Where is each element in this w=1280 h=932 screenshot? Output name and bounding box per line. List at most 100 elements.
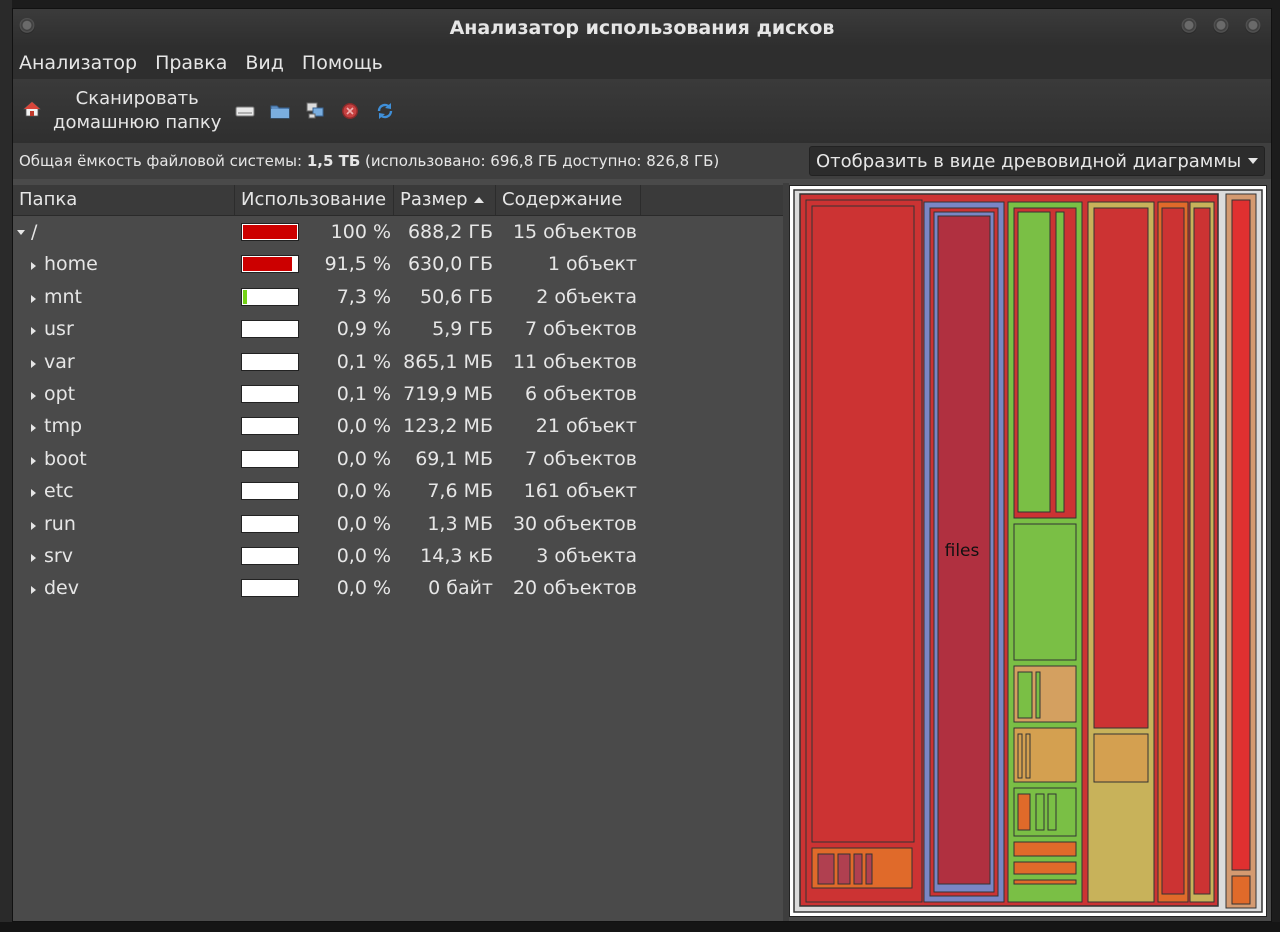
folder-name: dev <box>44 577 79 600</box>
table-row[interactable]: srv 0,0 % 14,3 кБ 3 объекта <box>13 541 783 573</box>
menu-view[interactable]: Вид <box>245 52 284 74</box>
table-row[interactable]: usr 0,9 % 5,9 ГБ 7 объектов <box>13 314 783 346</box>
folder-name: tmp <box>44 415 83 438</box>
usage-percent: 0,0 % <box>336 447 391 470</box>
column-header-size[interactable]: Размер <box>394 185 496 215</box>
expander-collapsed-icon[interactable] <box>31 586 36 595</box>
expander-collapsed-icon[interactable] <box>31 424 36 433</box>
table-row[interactable]: dev 0,0 % 0 байт 20 объектов <box>13 573 783 605</box>
folder-contents: 6 объектов <box>525 383 637 405</box>
disk-usage-analyzer-window: Анализатор использования дисков Анализат… <box>12 8 1272 922</box>
folder-size: 7,6 МБ <box>427 480 493 503</box>
usage-bar <box>241 579 299 598</box>
menu-edit[interactable]: Правка <box>155 52 228 74</box>
folder-size: 14,3 кБ <box>420 545 493 567</box>
maximize-button[interactable] <box>1213 18 1229 34</box>
folder-size: 630,0 ГБ <box>407 253 493 276</box>
folder-name: srv <box>44 545 73 567</box>
usage-percent: 0,9 % <box>336 318 391 341</box>
stop-icon[interactable] <box>339 100 361 122</box>
folder-name: home <box>44 253 98 276</box>
usage-bar <box>241 514 299 533</box>
folder-name: boot <box>44 447 87 470</box>
table-row[interactable]: etc 0,0 % 7,6 МБ 161 объект <box>13 476 783 508</box>
table-row[interactable]: run 0,0 % 1,3 МБ 30 объектов <box>13 509 783 541</box>
folder-name: var <box>44 350 75 373</box>
usage-percent: 91,5 % <box>324 253 391 276</box>
filesystem-capacity-text: Общая ёмкость файловой системы: 1,5 ТБ (… <box>19 152 720 170</box>
table-row[interactable]: mnt 7,3 % 50,6 ГБ 2 объекта <box>13 282 783 314</box>
usage-percent: 7,3 % <box>336 285 391 308</box>
folder-contents: 3 объекта <box>536 545 637 567</box>
close-button[interactable] <box>1245 18 1261 34</box>
view-mode-value: Отобразить в виде древовидной диаграммы <box>816 150 1242 172</box>
folder-size: 1,3 МБ <box>427 512 493 535</box>
window-title: Анализатор использования дисков <box>449 17 835 39</box>
expander-collapsed-icon[interactable] <box>31 554 36 562</box>
folder-contents: 20 объектов <box>512 577 637 600</box>
folder-contents: 15 объектов <box>512 221 637 243</box>
refresh-icon[interactable] <box>374 100 396 122</box>
menu-help[interactable]: Помощь <box>301 52 383 74</box>
main-content: Папка Использование Размер Содержание / 1… <box>13 183 1271 921</box>
folder-size: 0 байт <box>428 577 493 600</box>
menubar: Анализатор Правка Вид Помощь <box>13 47 1271 79</box>
folder-contents: 2 объекта <box>536 285 637 308</box>
folder-size: 865,1 МБ <box>403 350 493 373</box>
expander-collapsed-icon[interactable] <box>31 489 36 498</box>
expander-collapsed-icon[interactable] <box>31 456 36 465</box>
usage-percent: 0,0 % <box>336 512 391 535</box>
usage-bar-fill <box>243 225 297 239</box>
folder-size: 50,6 ГБ <box>420 285 493 308</box>
view-mode-select[interactable]: Отобразить в виде древовидной диаграммы <box>809 146 1265 176</box>
folder-size: 688,2 ГБ <box>407 221 493 243</box>
drive-icon[interactable] <box>234 100 256 122</box>
folder-icon[interactable] <box>269 100 291 122</box>
treemap-chart[interactable]: files <box>790 186 1266 916</box>
usage-percent: 0,1 % <box>336 383 391 405</box>
table-row[interactable]: / 100 % 688,2 ГБ 15 объектов <box>13 217 783 249</box>
treemap-pane[interactable]: files <box>789 185 1267 917</box>
toolbar: Сканировать домашнюю папку <box>13 79 1271 143</box>
usage-bar <box>241 287 299 306</box>
expander-collapsed-icon[interactable] <box>31 262 36 271</box>
usage-bar <box>241 223 299 241</box>
column-header-folder[interactable]: Папка <box>13 185 235 215</box>
sort-ascending-icon <box>473 197 484 203</box>
folder-contents: 161 объект <box>523 480 637 503</box>
folder-name: usr <box>44 318 74 341</box>
scan-home-button[interactable]: Сканировать домашнюю папку <box>22 87 221 135</box>
expander-collapsed-icon[interactable] <box>31 327 36 336</box>
minimize-button[interactable] <box>1181 18 1197 34</box>
treemap-node[interactable] <box>811 205 915 843</box>
expander-collapsed-icon[interactable] <box>31 359 36 368</box>
folder-contents: 1 объект <box>547 253 637 276</box>
pane-splitter[interactable] <box>783 183 789 921</box>
window-menu-button[interactable] <box>19 18 35 34</box>
expander-collapsed-icon[interactable] <box>31 392 36 400</box>
background-window-edge <box>0 0 12 932</box>
folder-contents: 30 объектов <box>512 512 637 535</box>
usage-bar <box>241 449 299 468</box>
folder-contents: 11 объектов <box>512 350 637 373</box>
folder-contents: 21 объект <box>535 415 637 438</box>
menu-analyzer[interactable]: Анализатор <box>19 52 138 74</box>
table-row[interactable]: tmp 0,0 % 123,2 МБ 21 объект <box>13 411 783 443</box>
column-header-usage[interactable]: Использование <box>235 185 394 215</box>
table-row[interactable]: boot 0,0 % 69,1 МБ 7 объектов <box>13 444 783 476</box>
folder-size: 69,1 МБ <box>415 447 493 470</box>
usage-bar <box>241 320 299 339</box>
table-row[interactable]: home 91,5 % 630,0 ГБ 1 объект <box>13 249 783 281</box>
folder-name: mnt <box>44 285 82 308</box>
expander-collapsed-icon[interactable] <box>31 521 36 530</box>
table-row[interactable]: opt 0,1 % 719,9 МБ 6 объектов <box>13 379 783 411</box>
usage-bar <box>241 547 299 565</box>
usage-bar <box>241 352 299 371</box>
table-row[interactable]: var 0,1 % 865,1 МБ 11 объектов <box>13 347 783 379</box>
expander-expanded-icon[interactable] <box>17 230 25 235</box>
column-header-contents[interactable]: Содержание <box>496 185 641 215</box>
expander-collapsed-icon[interactable] <box>31 294 36 303</box>
usage-percent: 0,0 % <box>336 577 391 600</box>
scan-home-label-line1: Сканировать <box>75 88 199 109</box>
network-folder-icon[interactable] <box>304 100 326 122</box>
